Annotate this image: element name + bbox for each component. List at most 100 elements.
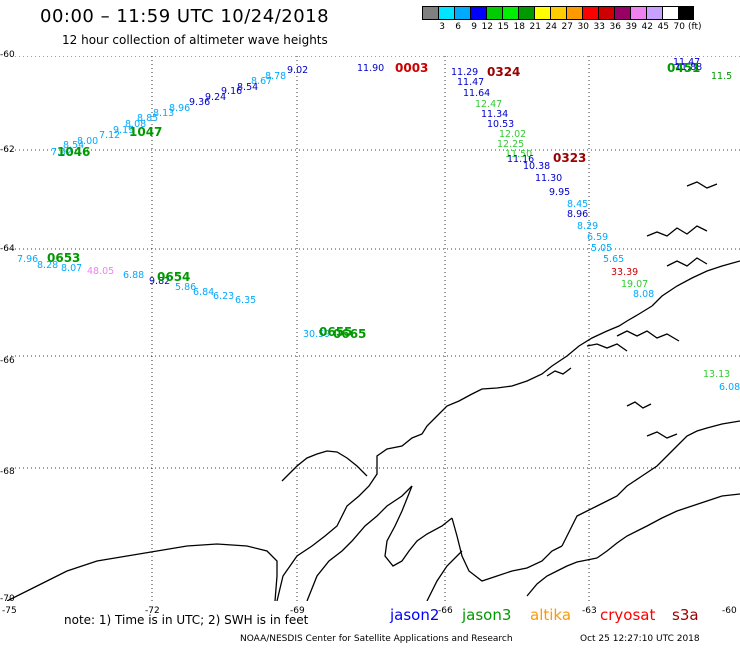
pass-time-label: 0324: [487, 65, 520, 79]
wave-height-label: 8.07: [61, 263, 82, 274]
wave-height-label: 6.84: [193, 287, 214, 298]
satellite-cryosat: cryosat: [600, 606, 656, 624]
wave-height-label: 8.08: [633, 289, 654, 300]
wave-height-label: 8.78: [265, 71, 286, 82]
pass-time-label: 1047: [129, 125, 162, 139]
wave-height-label: 8.54: [237, 82, 258, 93]
wave-height-map: 11.90 0003 11.29 032411.4711.6412.4711.3410…: [7, 56, 740, 601]
wave-height-label: 13.13: [703, 369, 730, 380]
legend-label: 21: [529, 22, 541, 32]
wave-height-label: 6.59: [587, 232, 608, 243]
lat-label-64: -64: [0, 244, 15, 254]
wave-height-label: 7.12: [99, 130, 120, 141]
wave-height-label: 11.47: [457, 77, 484, 88]
wave-height-label: 7.96: [17, 254, 38, 265]
credit-text: NOAA/NESDIS Center for Satellite Applica…: [240, 634, 513, 644]
wave-height-label: 10.38: [523, 161, 550, 172]
wave-height-label: 5.86: [175, 282, 196, 293]
legend-swatch: [662, 6, 678, 20]
legend-label: 18: [513, 22, 525, 32]
wave-height-label: 9.02: [287, 65, 308, 76]
legend-swatch: [678, 6, 694, 20]
legend-color-bar: [422, 6, 702, 20]
lat-label-68: -68: [0, 467, 15, 477]
legend-swatch: [614, 6, 630, 20]
wave-height-label: 8.54: [63, 140, 84, 151]
map-subtitle: 12 hour collection of altimeter wave hei…: [62, 33, 328, 47]
lat-label-66: -66: [0, 356, 15, 366]
lon-label-75: -75: [2, 606, 17, 616]
legend-swatch: [470, 6, 486, 20]
satellite-jason3: jason3: [462, 606, 512, 624]
legend-label: 45: [657, 22, 669, 32]
legend-swatch: [438, 6, 454, 20]
pass-time-label: 0655: [319, 325, 352, 339]
wave-height-label: 33.39: [611, 267, 638, 278]
generation-timestamp: Oct 25 12:27:10 UTC 2018: [580, 634, 700, 644]
legend-label: 15: [497, 22, 509, 32]
pass-time-label: 0654: [157, 270, 190, 284]
wave-height-label: 11.88: [675, 62, 702, 73]
legend-labels: 3 6 9 12 15 18 21 24 27 30 33 36 39 42 45 70 (ft): [422, 22, 701, 32]
wave-height-label: 9.16: [221, 86, 242, 97]
legend-swatch: [534, 6, 550, 20]
wave-height-label: 8.13: [153, 108, 174, 119]
pass-time-label: 0003: [395, 61, 428, 75]
pass-time-label: 0653: [47, 251, 80, 265]
wave-height-label: 11.90: [357, 63, 384, 74]
legend-swatch: [598, 6, 614, 20]
legend-label: 27: [561, 22, 573, 32]
legend-label: 3: [439, 22, 445, 32]
legend-label: 6: [455, 22, 461, 32]
wave-height-label: 48.05: [87, 266, 114, 277]
wave-height-label: 9.19: [113, 125, 134, 136]
wave-height-label: 11.47: [673, 57, 700, 68]
legend-label: 36: [609, 22, 621, 32]
lat-label-62: -62: [0, 145, 15, 155]
wave-height-label: 11.5: [711, 71, 732, 82]
legend-swatch: [422, 6, 438, 20]
wave-height-label: 5.65: [603, 254, 624, 265]
wave-height-label: 11.16: [507, 154, 534, 165]
legend-label: 33: [593, 22, 605, 32]
legend-label: 9: [471, 22, 477, 32]
wave-height-label: 12.02: [499, 129, 526, 140]
legend-label: 30: [577, 22, 589, 32]
observation-labels: 11.90 0003 11.29 032411.4711.6412.4711.3410…: [17, 57, 740, 393]
wave-height-label: 7.92: [51, 147, 72, 158]
wave-height-label: 6.88: [123, 270, 144, 281]
legend-swatch: [550, 6, 566, 20]
coastline: [7, 181, 740, 601]
wave-height-label: 12.47: [475, 99, 502, 110]
lat-label-60: -60: [0, 50, 15, 60]
legend-swatch: [454, 6, 470, 20]
legend-swatch: [566, 6, 582, 20]
wave-height-label: 11.34: [481, 109, 508, 120]
satellite-s3a: s3a: [672, 606, 699, 624]
lon-label-66: -66: [438, 606, 453, 616]
legend-swatch: [486, 6, 502, 20]
wave-height-label: 11.50: [505, 149, 532, 160]
legend-swatch: [646, 6, 662, 20]
legend-label: 39: [625, 22, 637, 32]
lon-label-72: -72: [145, 606, 160, 616]
wave-height-label: 8.96: [169, 103, 190, 114]
lat-label-70: -70: [0, 594, 15, 604]
wave-height-label: 10.53: [487, 119, 514, 130]
pass-time-label: 0323: [553, 151, 586, 165]
wave-height-label: 8.45: [567, 199, 588, 210]
pass-time-label: 1046: [57, 145, 90, 159]
wave-height-label: 6.35: [235, 295, 256, 306]
legend-label: 42: [641, 22, 653, 32]
wave-height-label: 8.28: [37, 260, 58, 271]
wave-height-label: 19.07: [621, 279, 648, 290]
wave-height-label: 8.67: [251, 76, 272, 87]
satellite-jason2: jason2: [390, 606, 440, 624]
legend-label: 24: [545, 22, 557, 32]
legend-swatch: [518, 6, 534, 20]
pass-time-label: 0665: [333, 327, 366, 341]
wave-height-label: 9.82: [149, 276, 170, 287]
wave-height-label: 6.08: [719, 382, 740, 393]
wave-height-label: 8.29: [577, 221, 598, 232]
legend-swatch: [582, 6, 598, 20]
